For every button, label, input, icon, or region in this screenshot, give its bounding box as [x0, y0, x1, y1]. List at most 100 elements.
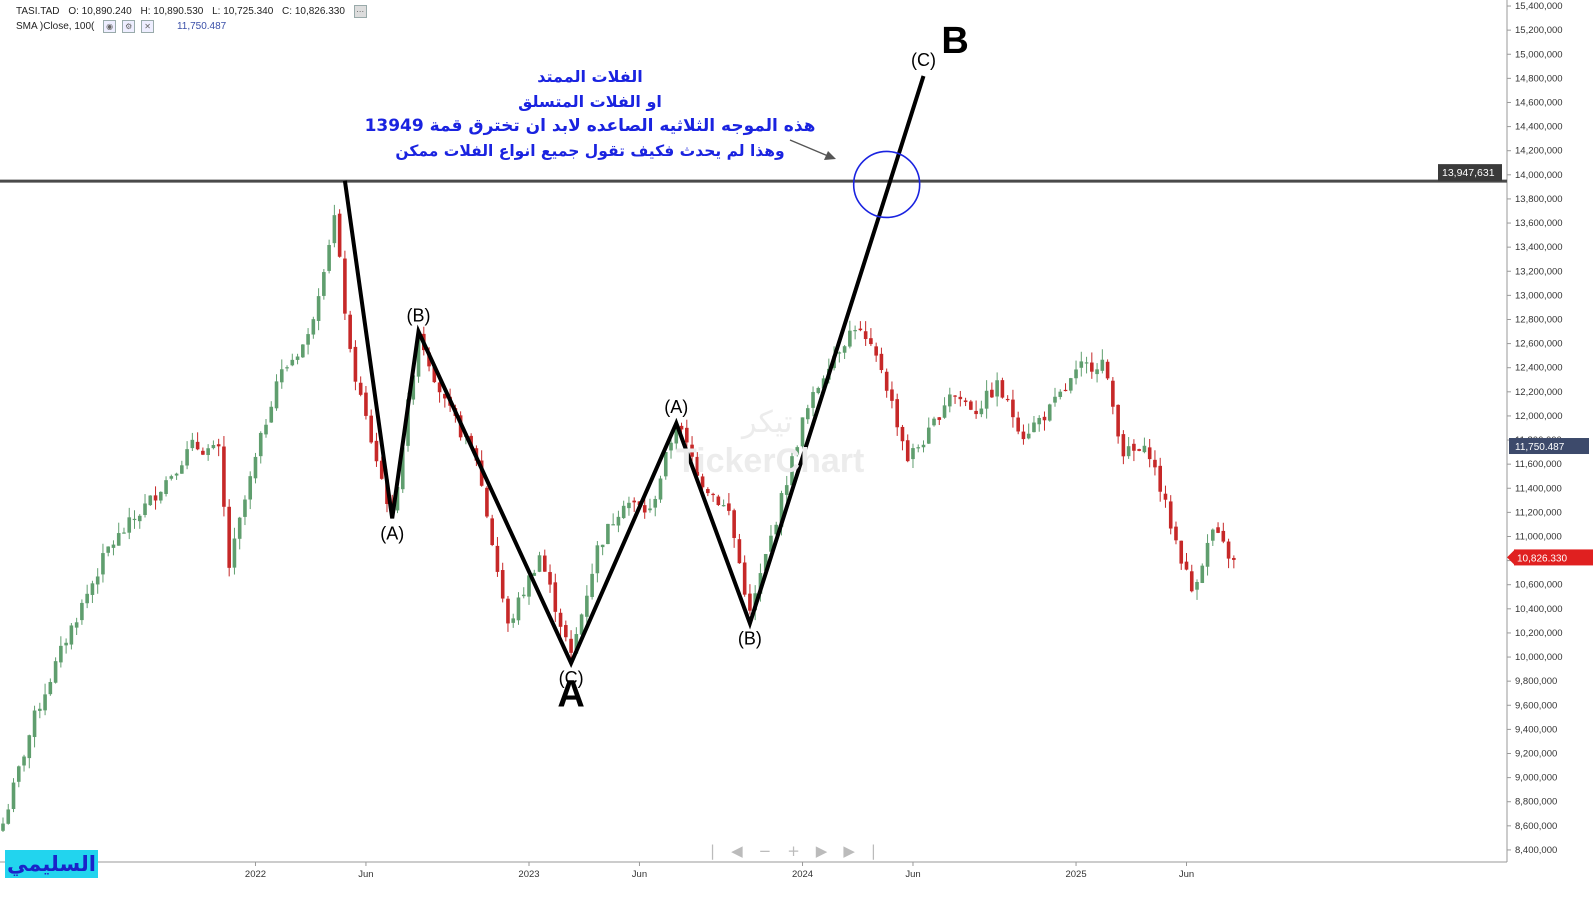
candle-body: [548, 572, 552, 585]
candle-body: [16, 766, 21, 782]
candle-body: [737, 539, 742, 564]
candle-body: [85, 593, 89, 604]
candle-body: [1105, 361, 1110, 379]
candle-body: [1211, 529, 1215, 541]
nav-next-icon[interactable]: ▶: [815, 842, 844, 860]
zoom-in-icon[interactable]: +: [787, 842, 816, 860]
candle-body: [858, 328, 863, 331]
candle-body: [663, 452, 668, 477]
candle-body: [311, 319, 316, 335]
candle-body: [437, 382, 442, 393]
candle-body: [6, 809, 11, 824]
candle-body: [800, 417, 805, 447]
annotation-line-3: هذه الموجه الثلاثيه الصاعده لابد ان تختر…: [364, 116, 816, 136]
candle-body: [653, 498, 658, 508]
candle-body: [269, 406, 274, 423]
candle-body: [322, 272, 326, 296]
wave-degree-label: B: [941, 20, 968, 62]
candle-body: [274, 381, 279, 409]
candle-body: [90, 583, 95, 595]
candle-body: [963, 400, 968, 403]
candle-body: [642, 505, 647, 513]
y-tick-label: 8,800,000: [1515, 797, 1557, 808]
candle-body: [632, 500, 636, 503]
candle-body: [74, 622, 79, 628]
candle-body: [216, 444, 221, 447]
candle-body: [1137, 449, 1141, 451]
candle-body: [685, 427, 689, 443]
candle-body: [1084, 362, 1089, 364]
candle-body: [953, 395, 957, 397]
candle-body: [379, 460, 384, 479]
open-value: O: 10,890.240: [68, 6, 132, 18]
y-tick-label: 14,200,000: [1515, 146, 1563, 157]
candle-body: [727, 503, 731, 511]
candle-body: [564, 625, 568, 638]
expand-icon[interactable]: ⋯: [353, 5, 367, 18]
y-tick-label: 13,200,000: [1515, 266, 1563, 277]
annotation-line-4: وهذا لم يحدث فكيف تقول جميع انواع الفلات…: [395, 142, 785, 160]
candle-body: [521, 594, 526, 597]
y-tick-label: 10,400,000: [1515, 604, 1563, 615]
candle-body: [1068, 378, 1073, 391]
nav-prev-icon[interactable]: ◀: [731, 842, 759, 860]
visibility-icon[interactable]: ◉: [103, 20, 117, 33]
candle-body: [1226, 541, 1231, 559]
candle-body: [984, 390, 989, 409]
candle-body: [1000, 380, 1005, 398]
nav-start-icon[interactable]: |: [710, 842, 732, 860]
y-tick-label: 9,400,000: [1515, 724, 1557, 735]
candle-body: [779, 493, 784, 527]
candle-body: [1063, 389, 1068, 392]
candle-body: [279, 369, 284, 383]
candle-body: [732, 510, 736, 538]
candle-body: [1111, 380, 1115, 407]
y-tick-label: 14,600,000: [1515, 97, 1563, 108]
y-tick-label: 11,200,000: [1515, 507, 1562, 518]
close-value: C: 10,826.330: [282, 6, 345, 18]
candle-body: [537, 555, 542, 572]
candle-body: [295, 356, 300, 360]
zoom-out-icon[interactable]: −: [758, 842, 788, 860]
candle-body: [1042, 416, 1047, 421]
candle-body: [506, 598, 510, 624]
candle-body: [1074, 369, 1078, 379]
candle-body: [958, 396, 963, 400]
candle-body: [485, 487, 489, 517]
candle-body: [432, 365, 437, 383]
candle-body: [790, 456, 794, 486]
candle-body: [337, 213, 342, 257]
settings-icon[interactable]: ⚙: [122, 20, 136, 33]
candle-body: [1174, 526, 1178, 541]
candle-body: [1200, 565, 1205, 583]
candle-body: [648, 508, 652, 511]
y-tick-label: 9,200,000: [1515, 748, 1557, 759]
candle-body: [243, 499, 247, 517]
candle-body: [1005, 398, 1010, 401]
x-tick-label: Jun: [632, 869, 647, 880]
close-icon[interactable]: ✕: [141, 20, 155, 33]
x-tick-label: Jun: [358, 869, 373, 880]
nav-end-icon[interactable]: ▶|: [843, 842, 892, 860]
candle-body: [769, 535, 773, 552]
candle-body: [48, 682, 53, 695]
y-tick-label: 15,200,000: [1515, 25, 1563, 36]
candle-body: [1047, 404, 1052, 421]
candle-body: [842, 346, 847, 353]
candle-body: [590, 573, 594, 597]
candle-body: [290, 359, 295, 366]
annotation-arrow-head: [824, 151, 836, 160]
candle-body: [558, 612, 563, 627]
y-tick-label: 9,000,000: [1515, 773, 1557, 784]
candle-body: [1016, 417, 1020, 432]
candle-body: [374, 440, 379, 462]
candle-body: [553, 582, 558, 612]
candle-body: [884, 371, 889, 391]
candle-body: [863, 331, 868, 340]
candle-body: [264, 424, 268, 435]
candle-body: [527, 575, 531, 597]
candle-body: [742, 562, 747, 595]
candle-body: [169, 476, 174, 479]
candle-body: [879, 353, 884, 371]
